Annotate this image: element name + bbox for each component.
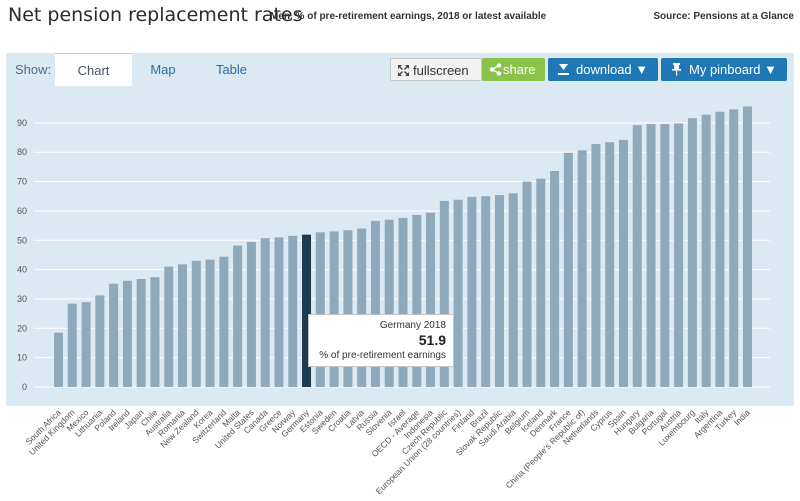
bar-oecd-average[interactable] <box>412 215 422 387</box>
bar-germany[interactable] <box>302 234 312 387</box>
chart-tooltip: Germany 2018 51.9 % of pre-retirement ea… <box>308 314 454 367</box>
pin-icon <box>672 63 681 76</box>
bar-new-zealand[interactable] <box>191 260 201 387</box>
y-tick-label: 0 <box>22 382 27 392</box>
bar-united-states[interactable] <box>246 242 256 387</box>
bar-greece[interactable] <box>274 237 284 387</box>
tab-map[interactable]: Map <box>150 62 176 77</box>
bar-sweden[interactable] <box>329 231 339 387</box>
bar-japan[interactable] <box>136 278 146 387</box>
y-tick-label: 20 <box>17 323 27 333</box>
download-label: download ▼ <box>576 62 649 77</box>
bar-switzerland[interactable] <box>219 256 229 387</box>
bar-bulgaria[interactable] <box>646 124 656 388</box>
bar-poland[interactable] <box>109 283 119 387</box>
bar-indonesia[interactable] <box>426 212 436 387</box>
download-button[interactable]: download ▼ <box>548 58 658 81</box>
tab-table[interactable]: Table <box>215 62 248 77</box>
bar-malta[interactable] <box>233 245 243 387</box>
bar-brazil[interactable] <box>481 196 491 387</box>
y-tick-label: 70 <box>17 177 27 187</box>
bar-hungary[interactable] <box>632 125 642 387</box>
y-tick-label: 40 <box>17 265 27 275</box>
bar-korea[interactable] <box>205 259 215 387</box>
bar-canada[interactable] <box>260 238 270 387</box>
bar-czech-republic[interactable] <box>439 200 449 387</box>
bar-slovak-republic[interactable] <box>494 195 504 387</box>
bar-saudi-arabia[interactable] <box>508 193 518 387</box>
bar-netherlands[interactable] <box>591 143 601 387</box>
show-label: Show: <box>15 62 52 77</box>
bar-france[interactable] <box>563 152 573 387</box>
x-tick-label: India <box>732 407 752 427</box>
chart-subtitle: Men, % of pre-retirement earnings, 2018 … <box>270 11 547 22</box>
bar-finland[interactable] <box>467 196 477 387</box>
bar-latvia[interactable] <box>357 228 367 387</box>
bar-turkey[interactable] <box>729 109 739 387</box>
tooltip-unit: % of pre-retirement earnings <box>319 350 446 361</box>
bar-russia[interactable] <box>370 220 380 387</box>
page-title: Net pension replacement rates <box>8 4 303 26</box>
fullscreen-button[interactable]: fullscreen <box>390 58 482 81</box>
bar-lithuania[interactable] <box>95 295 105 387</box>
bar-portugal[interactable] <box>660 124 670 388</box>
y-tick-label: 60 <box>17 206 27 216</box>
share-icon <box>489 63 502 76</box>
fullscreen-icon <box>398 65 409 76</box>
bar-israel[interactable] <box>398 217 408 387</box>
bar-estonia[interactable] <box>315 232 325 387</box>
y-tick-label: 50 <box>17 235 27 245</box>
bar-iceland[interactable] <box>536 178 546 387</box>
bar-belgium[interactable] <box>522 181 532 387</box>
pinboard-label: My pinboard ▼ <box>689 62 778 77</box>
bar-austria[interactable] <box>674 123 684 387</box>
bar-spain[interactable] <box>618 139 628 387</box>
bar-chile[interactable] <box>150 277 160 387</box>
y-tick-label: 30 <box>17 294 27 304</box>
pinboard-button[interactable]: My pinboard ▼ <box>661 58 787 81</box>
bar-croatia[interactable] <box>343 230 353 387</box>
share-label: share <box>503 62 536 77</box>
y-tick-label: 80 <box>17 147 27 157</box>
bar-ireland[interactable] <box>122 280 132 387</box>
chart-toolbar: Show: Chart Map Table fullscreen share d… <box>6 53 794 87</box>
bar-luxembourg[interactable] <box>687 118 697 388</box>
bar-italy[interactable] <box>701 114 711 387</box>
bar-india[interactable] <box>743 106 752 387</box>
bar-united-kingdom[interactable] <box>67 303 77 387</box>
y-tick-label: 90 <box>17 118 27 128</box>
bar-cyprus[interactable] <box>605 142 615 387</box>
tooltip-value: 51.9 <box>418 332 446 348</box>
bar-mexico[interactable] <box>81 302 91 387</box>
bar-slovenia[interactable] <box>384 219 394 387</box>
tooltip-country: Germany 2018 <box>379 320 446 331</box>
bar-denmark[interactable] <box>550 170 560 387</box>
bar-norway[interactable] <box>288 235 298 387</box>
bar-romania[interactable] <box>178 264 188 387</box>
bar-south-africa[interactable] <box>54 332 63 387</box>
bar-china-people-s-republic-of[interactable] <box>577 150 587 387</box>
download-icon <box>558 64 569 75</box>
share-button[interactable]: share <box>482 58 545 81</box>
source-link[interactable]: Source: Pensions at a Glance <box>653 11 794 22</box>
bar-australia[interactable] <box>164 266 174 387</box>
bar-european-union-28-countries[interactable] <box>453 199 463 387</box>
y-tick-label: 10 <box>17 353 27 363</box>
bar-argentina[interactable] <box>715 111 725 388</box>
tab-chart[interactable]: Chart <box>55 53 132 87</box>
fullscreen-label: fullscreen <box>413 63 469 78</box>
